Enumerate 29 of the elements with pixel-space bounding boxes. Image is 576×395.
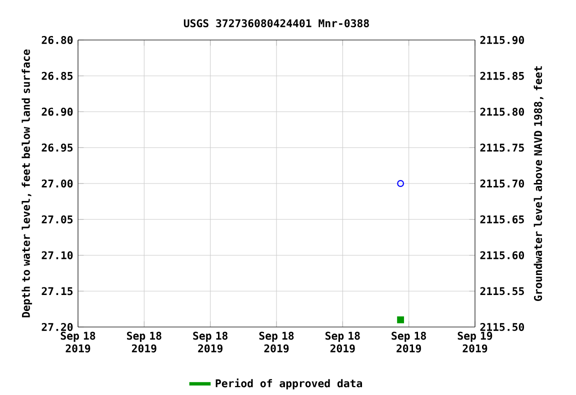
y-tick-label: 27.00 bbox=[42, 180, 73, 188]
y-tick-label: 26.95 bbox=[42, 144, 73, 152]
y2-tick-label: 2115.80 bbox=[480, 108, 524, 116]
y2-tick-label: 2115.75 bbox=[480, 144, 524, 152]
y2-tick-label: 2115.85 bbox=[480, 72, 524, 80]
legend-label: Period of approved data bbox=[216, 378, 362, 390]
y2-tick-label: 2115.65 bbox=[480, 216, 524, 224]
y-tick-label: 27.20 bbox=[42, 323, 73, 332]
chart-title: USGS 372736080424401 Mnr-0388 bbox=[184, 19, 369, 28]
y2-tick-label: 2115.90 bbox=[480, 36, 524, 44]
y-tick-label: 26.80 bbox=[42, 36, 73, 44]
y2-tick-label: 2115.50 bbox=[480, 323, 524, 332]
y2-tick-label: 2115.60 bbox=[480, 251, 524, 260]
x-tick-label: Sep 18 2019 bbox=[193, 332, 228, 353]
x-tick-label: Sep 18 2019 bbox=[392, 332, 426, 353]
y2-tick-label: 2115.55 bbox=[480, 287, 524, 296]
y2-tick-label: 2115.70 bbox=[480, 180, 524, 188]
y-tick-label: 26.90 bbox=[42, 108, 73, 116]
y-tick-label: 26.85 bbox=[42, 72, 73, 80]
x-tick-label: Sep 18 2019 bbox=[60, 332, 96, 353]
x-tick-label: Sep 18 2019 bbox=[127, 332, 162, 353]
y-tick-label: 27.05 bbox=[42, 216, 73, 224]
x-tick-label: Sep 19 2019 bbox=[458, 332, 492, 353]
y-tick-label: 27.10 bbox=[42, 251, 73, 260]
y2-axis-title: Groundwater level above NAVD 1988, feet bbox=[534, 66, 544, 302]
y-tick-label: 27.15 bbox=[42, 287, 73, 296]
x-tick-label: Sep 18 2019 bbox=[326, 332, 360, 353]
x-tick-label: Sep 18 2019 bbox=[259, 332, 294, 353]
y-axis-title: Depth to water level, feet below land surface bbox=[22, 50, 32, 318]
